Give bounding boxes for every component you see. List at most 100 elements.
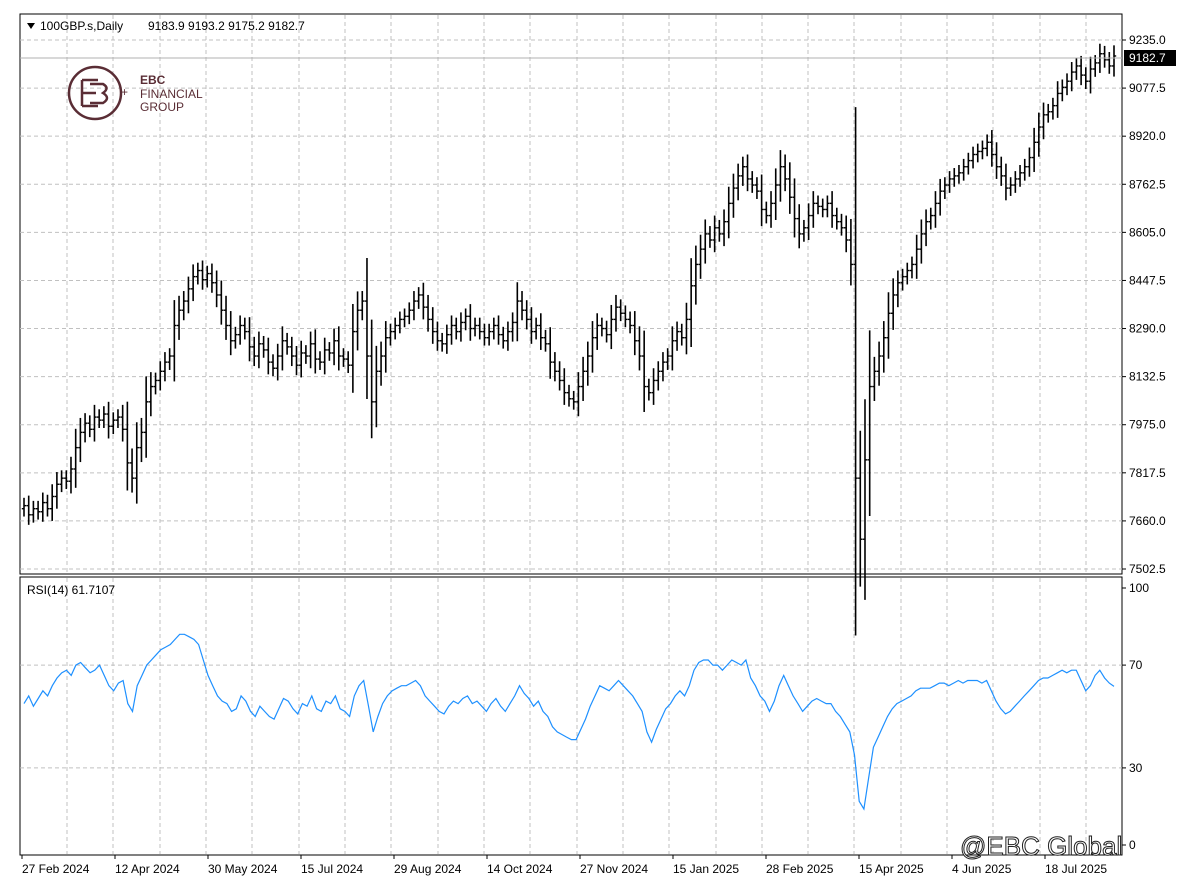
time-tick-label: 15 Jul 2024 [301,862,363,876]
ohlc-bar [233,326,238,349]
ohlc-bar [839,213,844,236]
rsi-tick-label: 30 [1129,761,1143,775]
ohlc-bar [388,323,393,346]
ohlc-bar [1093,55,1098,77]
ohlc-bar [120,404,125,442]
ohlc-bar [261,335,266,358]
ohlc-bar [411,291,417,321]
time-tick-label: 15 Jan 2025 [673,862,739,876]
ohlc-bar [256,331,262,369]
ohlc-bar [768,191,774,228]
price-tick-label: 7975.0 [1129,418,1166,432]
ohlc-bar [486,323,492,346]
ohlc-bar [646,378,652,401]
ohlc-bar [1050,97,1056,120]
time-tick-label: 4 Jun 2025 [952,862,1012,876]
ohlc-bar [416,287,421,309]
ohlc-bar [21,497,27,517]
price-tick-label: 8132.5 [1129,370,1166,384]
ohlc-bar [369,319,374,439]
ohlc-bar [35,500,41,520]
ohlc-bar [679,323,684,346]
ohlc-bar [825,195,830,218]
ohlc-bar [533,317,539,340]
ohlc-bar [510,312,515,342]
ohlc-bar [111,412,116,435]
ohlc-bar [336,326,341,371]
ohlc-bar [754,177,760,199]
ohlc-bar [280,326,285,371]
ohlc-bar [764,201,769,224]
ohlc-bar [313,329,318,374]
ohlc-bar [745,154,750,192]
ohlc-bar [886,292,891,359]
grid [20,15,1122,854]
ohlc-bar [31,500,36,523]
logo-line2: FINANCIAL [140,87,203,101]
time-axis: 27 Feb 2024 12 Apr 2024 30 May 2024 15 Jul … [21,855,1107,876]
ohlc-bar [477,317,482,340]
ohlc-bar [1017,164,1023,187]
price-tick-label: 8605.0 [1129,225,1166,239]
ohlc-bar [125,401,130,491]
ohlc-bar [712,215,717,253]
ohlc-bars [21,43,1117,636]
time-tick-label: 28 Feb 2025 [766,862,834,876]
time-tick-label: 12 Apr 2024 [115,862,180,876]
svg-text:+: + [121,85,128,99]
ohlc-bar [787,162,793,214]
ohlc-bar [782,154,788,192]
ohlc-bar [68,456,74,494]
ohlc-bar [214,270,219,308]
ohlc-bar [496,315,501,345]
ohlc-bar [562,368,567,405]
ohlc-bar [378,341,384,386]
ohlc-bar [167,348,172,370]
ohlc-bar [143,376,149,458]
ohlc-bar [374,345,379,428]
ohlc-bar [162,352,168,382]
ohlc-bar [101,406,107,428]
ohlc-bar [1069,62,1074,92]
ohlc-bar [270,354,276,377]
ohlc-bar [750,171,755,193]
ohlc-bar [909,256,915,279]
ohlc-bar [853,107,858,636]
ohlc-bar [26,495,31,525]
ohlc-bar [186,276,191,314]
ohlc-bar [54,472,60,509]
rsi-tick-label: 0 [1129,838,1136,852]
ohlc-bar [956,164,962,184]
ohlc-bar [876,341,882,386]
ohlc-bar [627,311,633,334]
ohlc-bar [491,317,497,340]
ohlc-bar [298,340,304,378]
ohlc-bar [641,330,647,412]
ohlc-bar [181,291,186,321]
ohlc-readout: 9183.9 9193.2 9175.2 9182.7 [148,19,305,33]
ohlc-bar [1060,79,1065,102]
ohlc-bar [726,186,731,239]
ohlc-bar [430,307,435,344]
ohlc-bar [341,348,346,367]
ohlc-bar [1003,163,1009,201]
ohlc-bar [688,258,694,348]
ohlc-bar [801,219,807,242]
ohlc-bar [538,313,544,350]
ohlc-bar [740,156,746,186]
dropdown-triangle-icon[interactable] [27,23,35,29]
ohlc-bar [529,307,534,344]
ohlc-bar [87,415,92,438]
ohlc-bar [317,351,323,370]
ohlc-bar [1031,127,1037,172]
ohlc-bar [919,219,924,264]
price-tick-label: 7660.0 [1129,514,1166,528]
ohlc-bar [862,399,868,600]
ohlc-bar [294,345,299,376]
price-tick-label: 8920.0 [1129,129,1166,143]
ohlc-bar [656,361,661,391]
ohlc-bar [524,300,529,330]
ohlc-bar [59,470,64,493]
time-tick-label: 15 Apr 2025 [859,862,924,876]
